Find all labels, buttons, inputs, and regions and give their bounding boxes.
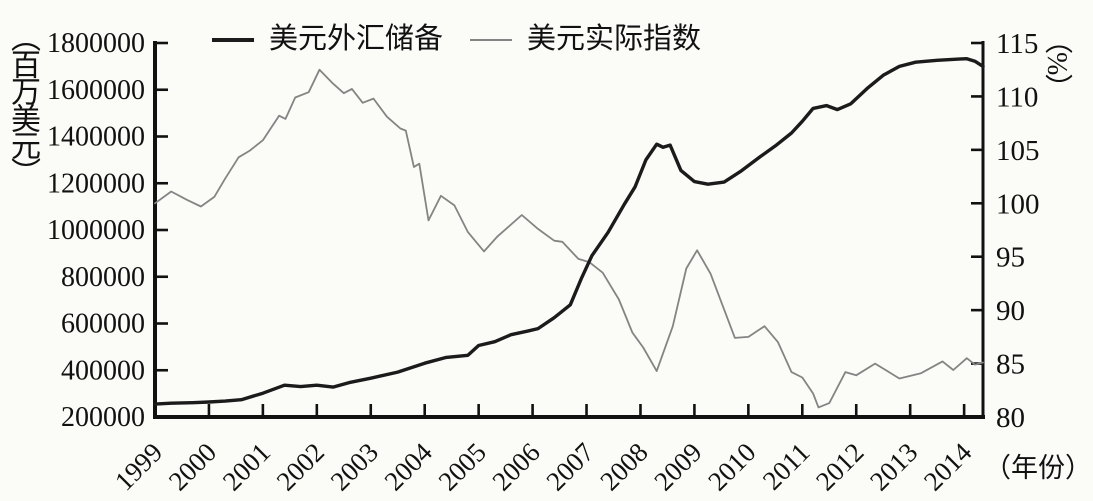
x-axis-tick-label: 2010 <box>702 437 761 496</box>
legend-line-usd-reserves-icon <box>212 38 254 42</box>
right-axis-unit-label: （%） <box>1041 26 1072 100</box>
left-axis-tick-label: 1200000 <box>47 168 145 199</box>
x-axis-tick-label: 2013 <box>864 437 923 496</box>
left-axis-tick-label: 1800000 <box>47 28 145 59</box>
x-axis-tick-label: 2009 <box>648 437 707 496</box>
x-axis-tick-label: 2007 <box>540 437 599 496</box>
legend-label-usd-reserves: 美元外汇储备 <box>269 23 444 55</box>
x-axis-tick-label: 2006 <box>486 437 545 496</box>
left-axis-tick-label: 600000 <box>61 309 145 340</box>
left-axis-tick-label: 800000 <box>61 262 145 293</box>
x-axis-tick-label: 2012 <box>810 437 869 496</box>
right-axis-tick-label: 80 <box>996 402 1025 434</box>
legend-line-usd-real-index-icon <box>470 39 513 41</box>
right-axis-tick-label: 85 <box>996 349 1025 381</box>
x-axis-tick-label: 2011 <box>757 437 816 496</box>
x-axis-tick-label: 2000 <box>163 437 222 496</box>
x-axis-tick-label: 2003 <box>325 437 384 496</box>
right-axis-tick-label: 100 <box>996 188 1040 220</box>
left-axis-tick-label: 1600000 <box>47 75 145 106</box>
left-axis-tick-label: 1400000 <box>47 122 145 153</box>
left-axis-tick-label: 1000000 <box>47 215 145 246</box>
x-axis-tick-label: 2005 <box>432 437 491 496</box>
right-axis-tick-label: 90 <box>996 295 1025 327</box>
legend-item-usd-real-index: 美元实际指数 <box>470 23 702 56</box>
series-line-usd-real-index <box>154 68 984 409</box>
legend-label-usd-real-index: 美元实际指数 <box>527 23 702 55</box>
x-axis-tick-label: 2004 <box>379 437 439 497</box>
right-axis-tick-label: 115 <box>996 28 1038 60</box>
x-axis-tick-label: 2014 <box>918 437 978 497</box>
x-axis-tick-label: 2002 <box>271 437 330 496</box>
legend: 美元外汇储备 美元实际指数 <box>212 23 702 56</box>
x-axis-tick-label: 2001 <box>217 437 276 496</box>
x-axis-unit-label: （年份） <box>984 453 1092 483</box>
legend-item-usd-reserves: 美元外汇储备 <box>212 23 444 56</box>
series-line-usd-reserves <box>153 57 985 406</box>
x-axis-tick-label: 2008 <box>594 437 653 496</box>
x-axis-tick-label: 1999 <box>109 437 168 496</box>
right-axis-tick-label: 105 <box>996 135 1040 167</box>
left-axis-tick-label: 200000 <box>61 402 145 433</box>
left-axis-unit-label: （百万美元） <box>6 22 39 184</box>
left-axis-tick-label: 400000 <box>61 355 145 386</box>
right-axis-tick-label: 110 <box>996 81 1038 113</box>
right-axis-tick-label: 95 <box>996 242 1025 274</box>
